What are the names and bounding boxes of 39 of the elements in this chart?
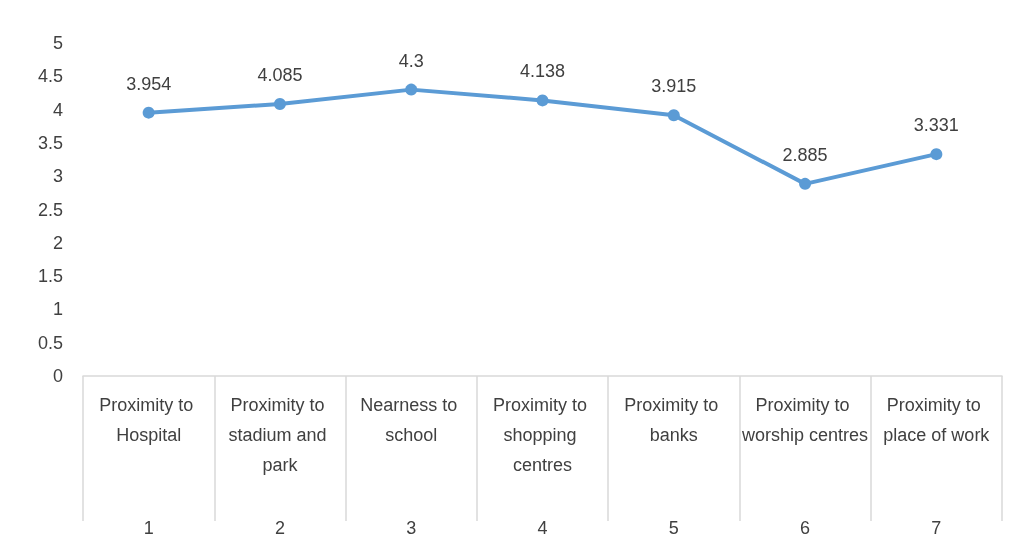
text: 6 [800,518,811,538]
y-tick-label: 2 [52,232,63,253]
data-label: 4.3 [398,50,424,71]
text: 5 [668,518,679,538]
text: 7 [931,518,942,538]
y-tick-label: 4 [52,99,63,120]
x-tick-label: Proximity to place of work [883,395,991,445]
y-tick-label: 2.5 [37,199,63,220]
x-tick-label: Proximity to banks [624,395,724,445]
point [405,83,418,96]
data-label: 2.885 [782,144,828,165]
x-tick-label: Proximity to stadium and park [228,395,332,475]
text: 1 [143,518,154,538]
point [536,94,549,107]
data-label: 3.954 [126,73,172,94]
x-tick-label: Proximity to Hospital [99,395,199,445]
text: 3 [406,518,417,538]
x-tick-label: Proximity to shopping centres [492,395,593,475]
data-label: 3.331 [913,115,959,136]
point [273,97,286,110]
x-tick-label: Nearness to school [360,395,463,445]
point [667,109,680,122]
point [142,106,155,119]
text: 2 [274,518,285,538]
text: 4 [537,518,548,538]
point [799,177,812,190]
x-tick-label: Proximity to worship centres [741,395,869,445]
y-tick-label: 5 [52,33,63,53]
point [930,148,943,161]
y-tick-label: 4.5 [37,66,63,87]
y-tick-label: 3 [52,166,63,187]
y-tick-label: 0.5 [37,332,63,353]
data-label: 4.138 [519,61,566,82]
y-tick-label: 1 [52,299,63,320]
y-tick-label: 0 [52,366,63,386]
data-label: 4.085 [257,64,303,85]
data-label: 3.915 [651,76,697,97]
y-tick-label: 1.5 [37,266,63,287]
y-tick-label: 3.5 [37,132,63,153]
